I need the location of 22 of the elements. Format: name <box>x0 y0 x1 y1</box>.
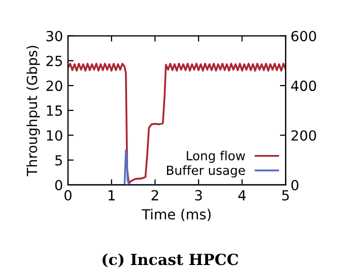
y-tick-label: 5 <box>55 155 62 166</box>
x-tick-label: 4 <box>238 190 246 200</box>
y-tick-label: 20 <box>46 80 62 92</box>
y-tick-label: 0 <box>55 180 62 190</box>
y-tick-label: 15 <box>46 106 62 116</box>
y-tick-label: 30 <box>46 30 62 42</box>
y-tick-label: 10 <box>46 130 62 141</box>
y2-tick-label: 400 <box>291 80 316 92</box>
y2-tick-label: 0 <box>291 180 298 190</box>
y2-tick-label: 200 <box>291 130 316 141</box>
y-tick-label: 25 <box>46 56 62 66</box>
text: (c) Incast HPCC <box>102 253 238 268</box>
legend-label: Buffer usage <box>167 165 245 178</box>
x-tick-label: 3 <box>195 190 202 201</box>
x-tick-label: 2 <box>152 190 158 200</box>
y-axis-title: Throughput (Gbps) <box>26 46 40 176</box>
x-axis-title: Time (ms) <box>142 208 211 222</box>
x-tick-label: 0 <box>64 190 72 201</box>
legend-label: Long flow <box>186 150 246 163</box>
x-tick-label: 1 <box>108 190 115 200</box>
x-tick-label: 5 <box>282 190 289 201</box>
y2-tick-label: 600 <box>291 30 316 42</box>
